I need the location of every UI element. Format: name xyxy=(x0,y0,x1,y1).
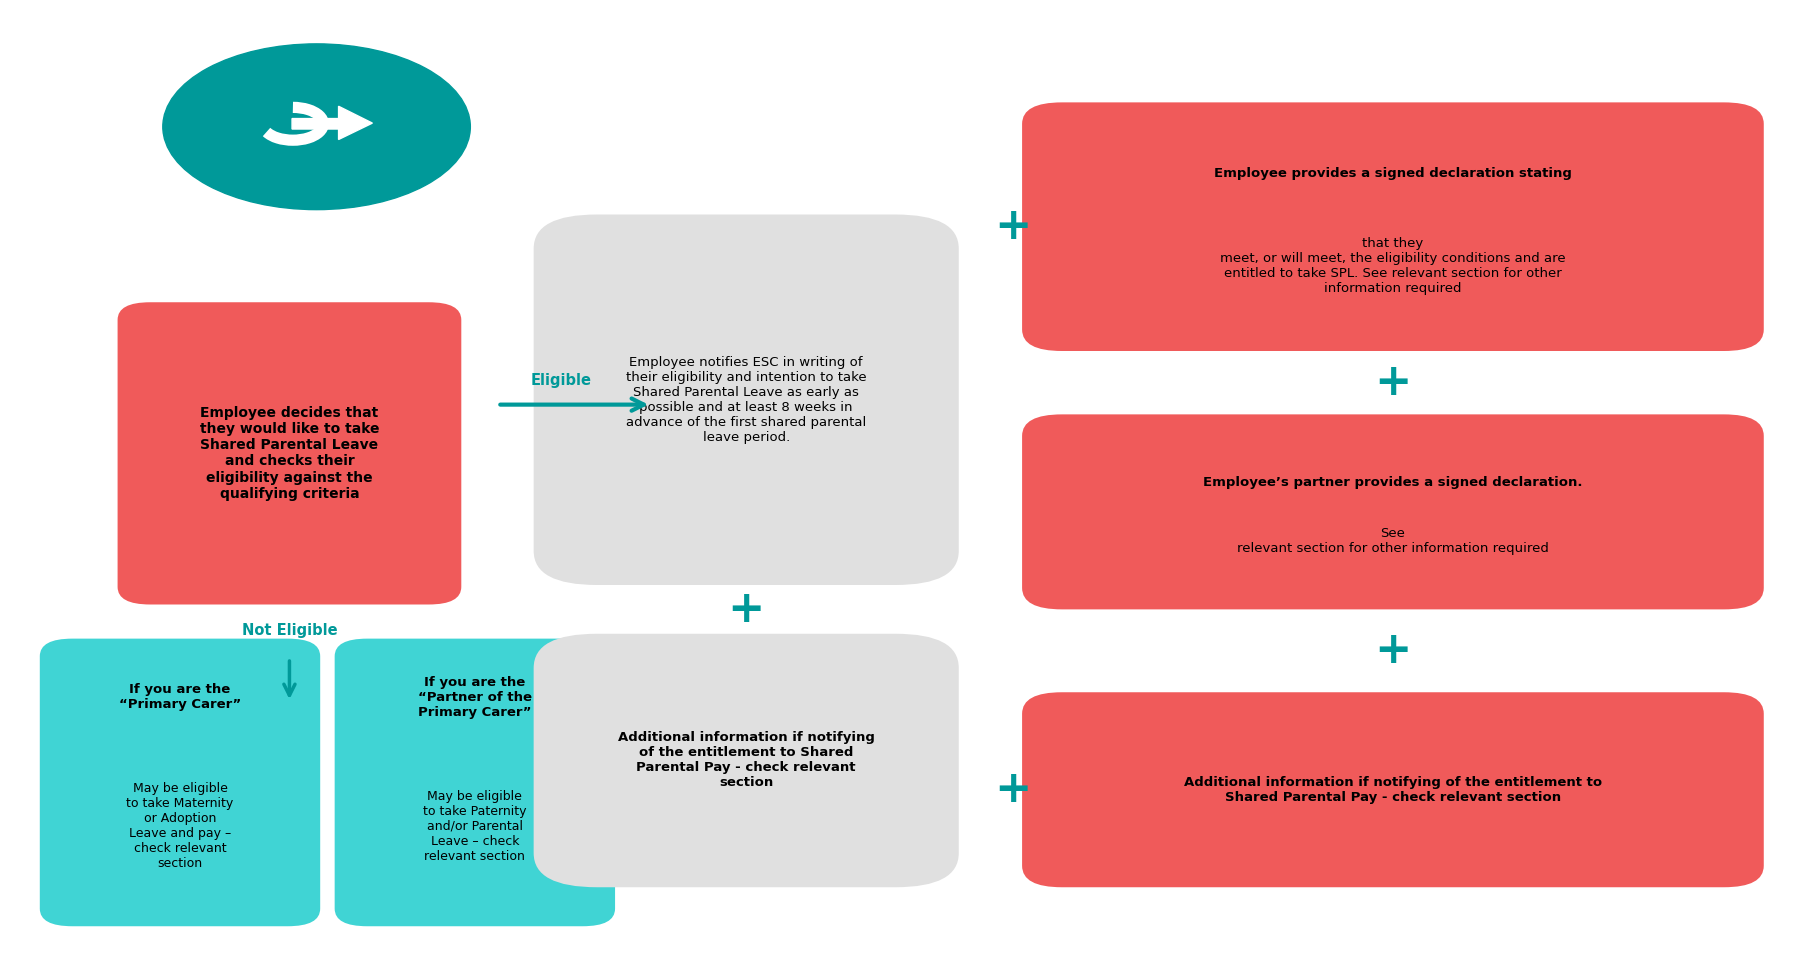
FancyBboxPatch shape xyxy=(534,214,959,585)
Text: Additional information if notifying
of the entitlement to Shared
Parental Pay - : Additional information if notifying of t… xyxy=(619,731,874,790)
Text: Employee provides a signed declaration stating: Employee provides a signed declaration s… xyxy=(1214,167,1572,179)
Text: Employee decides that
they would like to take
Shared Parental Leave
and checks t: Employee decides that they would like to… xyxy=(199,406,380,501)
Text: May be eligible
to take Paternity
and/or Parental
Leave – check
relevant section: May be eligible to take Paternity and/or… xyxy=(423,790,526,863)
Text: Employee notifies ESC in writing of
their eligibility and intention to take
Shar: Employee notifies ESC in writing of thei… xyxy=(626,356,867,444)
Circle shape xyxy=(163,44,470,210)
Text: Employee’s partner provides a signed declaration.: Employee’s partner provides a signed dec… xyxy=(1203,476,1583,489)
Text: Additional information if notifying of the entitlement to
Shared Parental Pay - : Additional information if notifying of t… xyxy=(1183,776,1603,803)
FancyBboxPatch shape xyxy=(1022,414,1764,609)
FancyBboxPatch shape xyxy=(335,639,615,926)
Text: +: + xyxy=(995,768,1031,811)
FancyBboxPatch shape xyxy=(534,634,959,887)
Text: See
relevant section for other information required: See relevant section for other informati… xyxy=(1237,527,1549,555)
Text: Eligible: Eligible xyxy=(530,372,592,388)
Text: +: + xyxy=(1375,629,1411,673)
Text: If you are the
“Partner of the
Primary Carer”: If you are the “Partner of the Primary C… xyxy=(418,676,532,719)
Text: If you are the
“Primary Carer”: If you are the “Primary Carer” xyxy=(119,683,241,711)
Text: that they
meet, or will meet, the eligibility conditions and are
entitled to tak: that they meet, or will meet, the eligib… xyxy=(1219,237,1567,294)
Text: +: + xyxy=(1375,361,1411,405)
Text: Not Eligible: Not Eligible xyxy=(242,623,336,639)
Polygon shape xyxy=(291,106,373,139)
Text: +: + xyxy=(995,205,1031,249)
FancyBboxPatch shape xyxy=(118,302,461,604)
Text: +: + xyxy=(727,588,765,631)
FancyBboxPatch shape xyxy=(1022,102,1764,351)
FancyBboxPatch shape xyxy=(1022,692,1764,887)
Text: May be eligible
to take Maternity
or Adoption
Leave and pay –
check relevant
sec: May be eligible to take Maternity or Ado… xyxy=(127,782,233,871)
FancyBboxPatch shape xyxy=(40,639,320,926)
